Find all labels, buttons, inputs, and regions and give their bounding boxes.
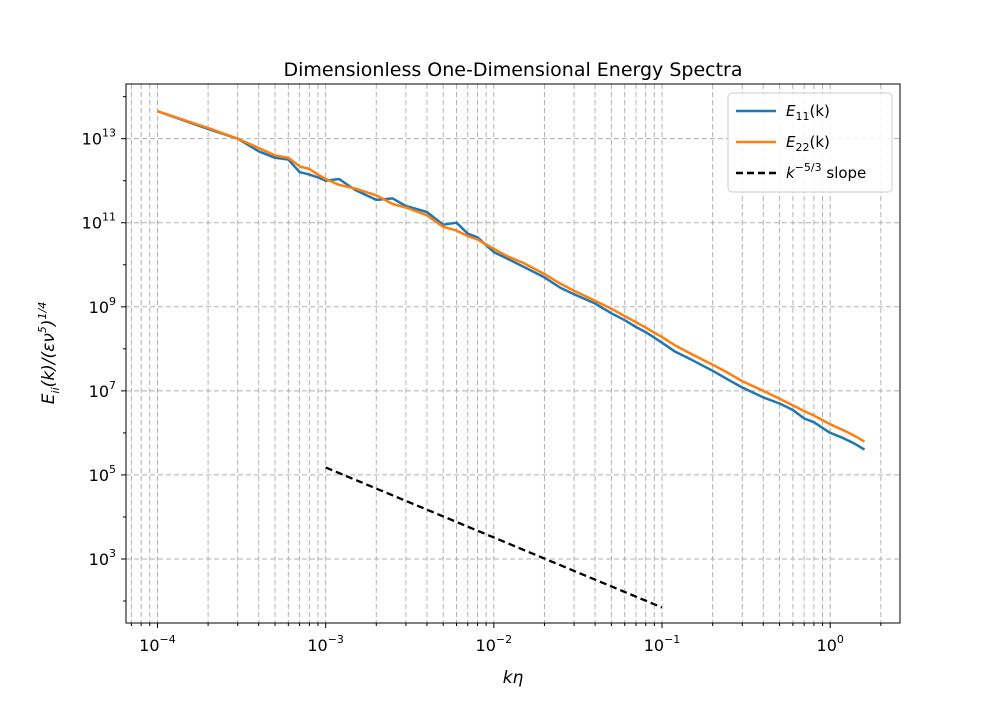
y-tick-label: 1011: [82, 211, 116, 233]
chart-title: Dimensionless One-Dimensional Energy Spe…: [283, 59, 742, 81]
y-tick-label: 107: [89, 379, 116, 401]
legend-label: E22(k): [786, 133, 830, 154]
x-axis-label-text: kη: [503, 668, 524, 688]
x-tick-label: 10−1: [644, 633, 681, 655]
y-axis-label: Eii(k)/(εν5)1/4: [36, 302, 62, 404]
legend: E11(k) E22(k) k−5/3 slope: [727, 92, 893, 193]
axes-frame: [125, 83, 901, 624]
x-tick-label: 10−2: [476, 633, 513, 655]
legend-label: E11(k): [786, 102, 830, 123]
legend-frame: [727, 92, 893, 193]
y-tick-label: 103: [89, 547, 116, 569]
legend-label: k−5/3 slope: [786, 161, 866, 182]
axis-ticks: 10−4 10−3 10−2 10−1 100 103 105 107 109 1011 1013: [82, 96, 882, 655]
y-tick-label: 109: [89, 295, 116, 317]
series-line-slope: [325, 466, 663, 609]
plot-area: [157, 110, 866, 609]
y-tick-label: 105: [89, 463, 116, 485]
y-axis-label-text: Eii(k)/(εν5)1/4: [36, 302, 62, 404]
x-tick-label: 100: [817, 633, 844, 655]
series-line-e11: [157, 110, 866, 451]
x-axis-label: kη: [503, 668, 524, 688]
x-tick-label: 10−3: [307, 633, 344, 655]
x-tick-label: 10−4: [139, 633, 176, 655]
y-tick-label: 1013: [82, 127, 116, 149]
series-line-e22: [157, 110, 866, 443]
